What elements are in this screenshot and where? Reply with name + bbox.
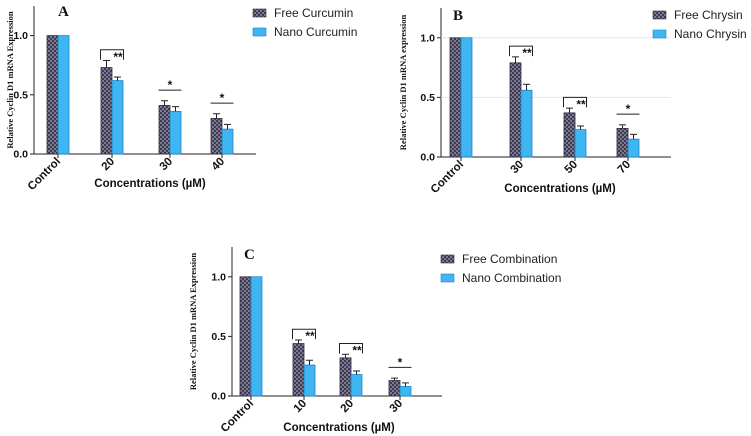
bar-nano-control [57,35,70,155]
x-axis-label: Concentrations (µM) [283,422,395,434]
panel-label: B [453,8,463,24]
significance-bracket [292,328,316,340]
legend-swatch [652,10,667,20]
bar-free-control [449,37,462,158]
significance-bracket [509,45,533,57]
x-tick-label: 30 [388,398,406,416]
bar-nano-30 [169,110,182,155]
bar-nano-20 [350,374,363,397]
x-axis-label: Concentrations (µM) [94,178,206,190]
bar-free-70 [616,127,629,158]
legend-swatch [440,273,455,283]
bar-nano-70 [627,138,640,158]
bar-free-20 [339,357,352,397]
bar-free-10 [292,343,305,397]
x-tick-label: 30 [158,156,176,174]
significance-marker: ** [522,46,532,60]
x-tick-label: 70 [616,159,634,177]
chart-panel-c: C 0.0 0.5 1.0 Relative Cyclin D1 mRNA Expres… [188,247,561,435]
bar-free-control [46,35,59,155]
bar-nano-30 [520,89,533,158]
x-tick-label: 50 [563,159,581,177]
x-tick-label: 10 [292,398,310,416]
legend-label: Free Combination [462,252,557,266]
legend-swatch [252,8,267,18]
y-axis-label: Relative Cyclin D1 mRNA Expression [5,11,15,149]
legend-label: Nano Curcumin [274,25,357,39]
bar-free-50 [563,112,576,158]
significance-marker: * [626,102,631,116]
y-axis-label: Relative Cyclin D1 mRNA Expression [188,253,198,391]
y-tick-label: 0.5 [420,92,435,104]
chart-panel-b: B 0.0 0.5 1.0 Relative Cyclin D1 mRNA expres… [398,8,747,196]
y-tick-label: 0.5 [13,89,28,101]
panel-label: A [58,4,69,20]
x-tick-label: Control [429,159,466,196]
panel-label: C [244,247,255,263]
legend-swatch [652,29,667,39]
bar-nano-50 [574,129,587,158]
bar-nano-20 [111,80,124,155]
bar-free-40 [210,118,223,155]
legend-label: Nano Chrysin [674,27,747,41]
significance-marker: * [220,91,225,105]
x-tick-label: Control [219,398,256,435]
significance-bracket [339,343,363,354]
significance-bracket [563,96,587,108]
bar-nano-control [250,276,263,397]
y-tick-label: 0.0 [211,391,226,403]
significance-marker: ** [352,344,362,358]
x-tick-label: 20 [339,398,357,416]
legend-label: Nano Combination [462,271,561,285]
y-tick-label: 1.0 [211,271,226,283]
bar-nano-30 [399,386,412,397]
bar-free-control [239,276,252,397]
significance-marker: ** [305,329,315,343]
bar-nano-10 [303,364,316,397]
legend-swatch [440,254,455,264]
bar-free-30 [158,105,171,155]
x-tick-label: 30 [509,159,527,177]
significance-marker: * [168,78,173,92]
x-tick-label: 20 [100,156,118,174]
bar-nano-40 [221,128,234,155]
x-tick-label: 40 [210,156,228,174]
significance-marker: * [398,355,403,369]
significance-bracket [100,49,124,60]
y-axis-label: Relative Cyclin D1 mRNA expression [398,15,408,151]
y-tick-label: 0.0 [13,149,28,161]
legend-label: Free Chrysin [674,8,743,22]
legend-label: Free Curcumin [274,6,353,20]
significance-marker: ** [113,50,123,64]
bar-free-30 [388,380,401,397]
significance-marker: ** [576,97,586,111]
legend-swatch [252,27,267,37]
y-tick-label: 1.0 [420,32,435,44]
y-tick-label: 0.0 [420,152,435,164]
bar-free-20 [100,67,113,155]
y-tick-label: 0.5 [211,331,226,343]
x-axis-label: Concentrations (µM) [504,183,616,195]
y-tick-label: 1.0 [13,30,28,42]
x-tick-label: Control [26,156,63,193]
bar-free-30 [509,62,522,158]
bar-nano-control [460,37,473,158]
